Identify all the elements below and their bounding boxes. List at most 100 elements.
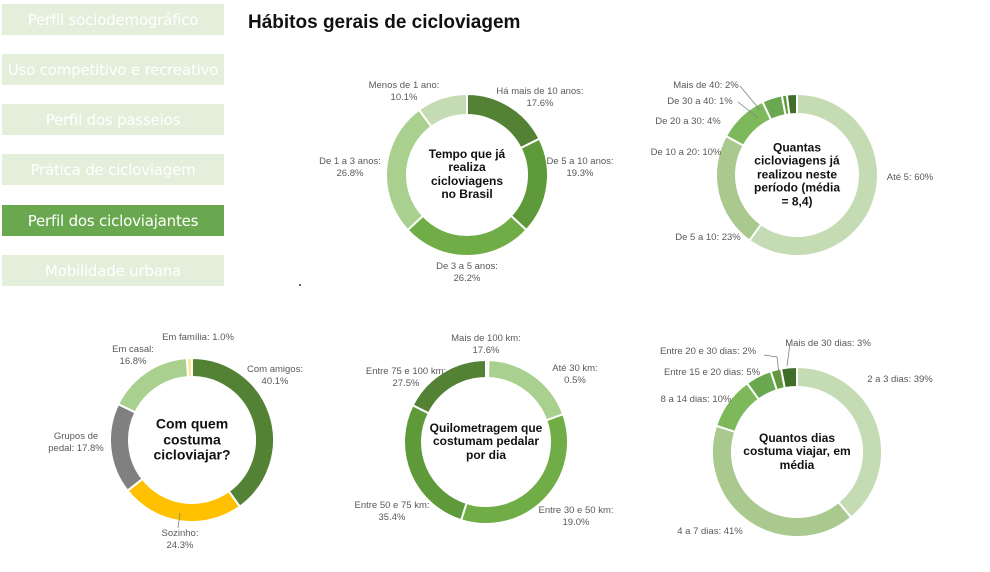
donut-slice-até-30-km	[485, 358, 490, 380]
decorative-dot	[299, 284, 301, 286]
donut-slice-de-30-a-40	[780, 93, 791, 117]
nav-item-pratica-cicloviagem[interactable]: Prática de cicloviagem	[2, 154, 224, 185]
donut-slice-2-a-3-dias	[796, 365, 883, 519]
data-label: Em família: 1.0%	[162, 332, 234, 344]
data-label-line: Entre 75 e 100 km:	[365, 366, 447, 377]
data-label-line: 26.2%	[453, 273, 481, 284]
donut-slice-sozinho	[126, 477, 242, 523]
data-label: Entre 30 e 50 km: 19.0%	[539, 505, 614, 529]
donut-slice-há-mais-de-10-anos	[466, 92, 541, 150]
data-label-line: 26.8%	[336, 168, 364, 179]
donut-slice-de-1-a-3-anos	[385, 108, 433, 232]
data-label: Há mais de 10 anos: 17.6%	[496, 86, 583, 110]
data-label-line: De 5 a 10: 23%	[675, 232, 741, 243]
data-label-line: De 5 a 10 anos:	[546, 156, 614, 167]
data-label: Até 5: 60%	[887, 172, 933, 184]
data-label: Mais de 100 km: 17.6%	[451, 333, 521, 357]
leader-line	[177, 512, 181, 529]
data-label: Entre 50 e 75 km: 35.4%	[355, 500, 430, 524]
data-label-line: 4 a 7 dias: 41%	[677, 526, 743, 537]
data-label-line: De 1 a 3 anos:	[319, 156, 381, 167]
donut-slice-mais-de-30-dias	[779, 365, 798, 390]
donut-slice-em-família	[185, 356, 193, 379]
data-label-line: 10.1%	[390, 92, 418, 103]
data-label: 4 a 7 dias: 41%	[677, 526, 743, 538]
data-label: Grupos de pedal: 17.8%	[48, 431, 103, 455]
leader-line	[763, 354, 781, 385]
nav-item-uso-competitivo[interactable]: Uso competitivo e recreativo	[2, 54, 224, 85]
data-label-line: Grupos de	[53, 431, 99, 442]
donut-slice-com-amigos	[191, 356, 275, 509]
donut-slice-de-20-a-30	[761, 94, 787, 122]
data-label-line: 8 a 14 dias: 10%	[660, 394, 732, 405]
nav-item-mobilidade-urbana[interactable]: Mobilidade urbana	[2, 255, 224, 286]
data-label-line: 17.6%	[526, 98, 554, 109]
chart-center-title: Com quem costuma cicloviajar?	[153, 415, 231, 463]
data-label: Mais de 30 dias: 3%	[785, 338, 871, 350]
data-label: Entre 15 e 20 dias: 5%	[664, 367, 760, 379]
data-label-line: pedal: 17.8%	[48, 443, 104, 454]
chart-center-title: Quantas cicloviagens já realizou neste p…	[753, 140, 840, 209]
page-title: Hábitos gerais de cicloviagem	[248, 12, 521, 33]
data-label: Entre 75 e 100 km: 27.5%	[366, 366, 446, 390]
data-label: Entre 20 e 30 dias: 2%	[660, 346, 756, 358]
data-label: Menos de 1 ano: 10.1%	[369, 80, 440, 104]
data-label-line: Entre 50 e 75 km:	[354, 500, 430, 511]
data-label-line: Entre 15 e 20 dias: 5%	[663, 367, 761, 378]
data-label-line: De 30 a 40: 1%	[667, 96, 733, 107]
data-label: De 20 a 30: 4%	[655, 116, 721, 128]
chart-center-title: Quantos dias costuma viajar, em média	[743, 430, 851, 472]
data-label-line: Mais de 40: 2%	[673, 80, 739, 91]
data-label-line: 16.8%	[119, 356, 147, 367]
donut-slice-de-5-a-10-anos	[509, 137, 549, 232]
donut-slice-em-casal	[116, 357, 190, 414]
nav-item-perfil-cicloviajantes[interactable]: Perfil dos cicloviajantes	[2, 205, 224, 236]
data-label: De 30 a 40: 1%	[667, 96, 733, 108]
data-label: Até 30 km: 0.5%	[552, 363, 597, 387]
data-label-line: De 10 a 20: 10%	[650, 147, 722, 158]
donut-slice-entre-20-e-30-dias	[769, 367, 786, 392]
data-label: Com amigos: 40.1%	[247, 364, 303, 388]
leader-line	[737, 101, 759, 119]
data-label-line: Com amigos:	[247, 364, 303, 375]
data-label-line: 40.1%	[261, 376, 289, 387]
donut-slice-entre-50-e-75-km	[459, 412, 569, 525]
leader-line	[786, 343, 791, 367]
donut-slice-até-5	[747, 92, 879, 257]
donut-slice-de-5-a-10	[715, 134, 763, 242]
chart-center-title: Tempo que já realiza cicloviagens no Bra…	[428, 147, 506, 202]
data-label: 8 a 14 dias: 10%	[661, 394, 732, 406]
nav-item-perfil-passeios[interactable]: Perfil dos passeios	[2, 104, 224, 135]
data-label: De 5 a 10 anos: 19.3%	[546, 156, 613, 180]
data-label: De 5 a 10: 23%	[675, 232, 741, 244]
donut-slice-8-a-14-dias	[714, 381, 761, 434]
data-label-line: Em casal:	[112, 344, 154, 355]
data-label: 2 a 3 dias: 39%	[867, 374, 933, 386]
donut-slice-grupos-de-pedal	[109, 402, 144, 493]
data-label-line: De 20 a 30: 4%	[655, 116, 721, 127]
data-label-line: De 3 a 5 anos:	[436, 261, 498, 272]
data-label-line: 19.3%	[566, 168, 594, 179]
data-label: Sozinho: 24.3%	[162, 528, 199, 552]
data-label-line: Em família: 1.0%	[162, 332, 234, 343]
data-label-line: Até 5: 60%	[886, 172, 934, 183]
data-label-line: Entre 20 e 30 dias: 2%	[659, 346, 757, 357]
chart-center-title: Quilometragem que costumam pedalar por d…	[429, 420, 543, 462]
donut-slice-mais-de-40	[785, 92, 798, 116]
donut-slice-de-10-a-20	[724, 100, 773, 147]
data-label-line: Menos de 1 ano:	[368, 80, 440, 91]
donut-slice-de-3-a-5-anos	[406, 214, 528, 257]
nav-item-perfil-sociodemografico[interactable]: Perfil sociodemográfico	[2, 4, 224, 35]
data-label-line: 35.4%	[378, 512, 406, 523]
data-label-line: 17.6%	[472, 345, 500, 356]
data-label-line: Até 30 km:	[552, 363, 598, 374]
data-label-line: Mais de 30 dias: 3%	[785, 338, 871, 349]
